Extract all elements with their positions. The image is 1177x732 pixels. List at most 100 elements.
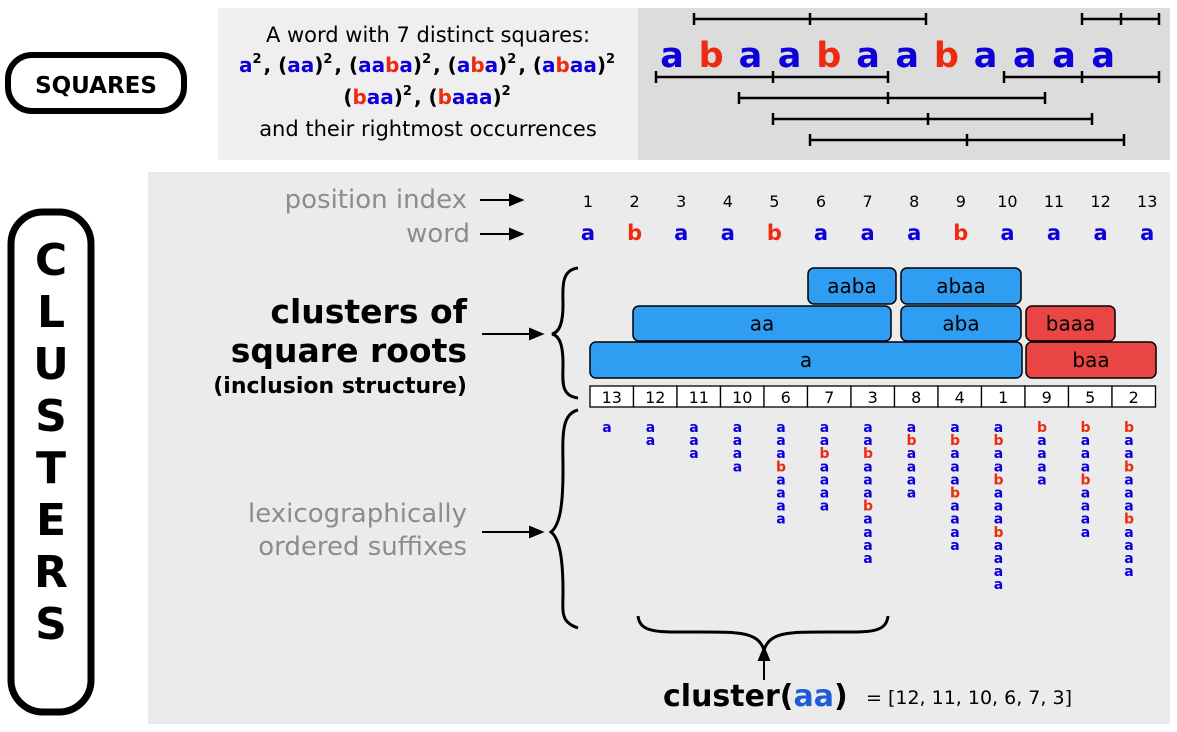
- suffix-label-1: lexicographically: [248, 499, 467, 529]
- svg-text:a: a: [689, 420, 698, 436]
- clusters-letter: U: [33, 339, 69, 390]
- svg-text:a: a: [1037, 472, 1046, 488]
- svg-text:b: b: [819, 446, 829, 462]
- word-letter: a: [1140, 221, 1154, 245]
- cluster-box-baaa: baaa: [1025, 305, 1116, 342]
- svg-text:13: 13: [602, 388, 622, 407]
- svg-text:a: a: [1124, 472, 1133, 488]
- svg-text:b: b: [1080, 472, 1090, 488]
- svg-text:a: a: [863, 538, 872, 554]
- suffix-order-cell: 11: [676, 385, 722, 408]
- suffix-order-cell: 10: [719, 385, 765, 408]
- clusters-letter: R: [34, 547, 68, 598]
- suffix-order-cell: 2: [1111, 385, 1157, 408]
- cluster-box-a: a: [589, 341, 1023, 379]
- svg-text:a: a: [907, 420, 916, 436]
- clusters-badge: [7, 208, 95, 716]
- svg-text:12: 12: [645, 388, 665, 407]
- svg-text:a: a: [863, 472, 872, 488]
- position-number: 13: [1137, 192, 1157, 211]
- svg-text:a: a: [950, 420, 959, 436]
- square-6: (baa)2: [343, 84, 414, 109]
- cluster-box-aba: aba: [900, 305, 1022, 342]
- svg-text:b: b: [950, 433, 960, 449]
- suffix-order-cell: 7: [806, 385, 852, 408]
- suffix-order-cell: 3: [850, 385, 896, 408]
- svg-text:a: a: [994, 512, 1003, 528]
- suffix-order-cell: 13: [589, 385, 635, 408]
- svg-text:a: a: [820, 420, 829, 436]
- cluster-box-label: aba: [942, 312, 979, 336]
- svg-text:a: a: [863, 551, 872, 567]
- cluster-box-label: abaa: [936, 274, 985, 298]
- svg-text:a: a: [950, 446, 959, 462]
- svg-text:a: a: [863, 433, 872, 449]
- svg-text:a: a: [863, 486, 872, 502]
- position-number: 5: [769, 192, 779, 211]
- svg-text:a: a: [1081, 486, 1090, 502]
- square-occurrence-bracket: [808, 134, 1126, 146]
- svg-text:a: a: [950, 538, 959, 554]
- svg-text:a: a: [776, 446, 785, 462]
- svg-text:a: a: [994, 499, 1003, 515]
- position-number: 7: [863, 192, 873, 211]
- clusters-label-2: square roots: [231, 331, 467, 370]
- position-number: 4: [723, 192, 733, 211]
- suffix-order-cell: 9: [1024, 385, 1070, 408]
- svg-text:a: a: [994, 486, 1003, 502]
- svg-text:5: 5: [1085, 388, 1095, 407]
- svg-text:a: a: [1124, 538, 1133, 554]
- clusters-letter: T: [36, 443, 66, 494]
- header-word-letter: a: [1091, 36, 1115, 76]
- square-occurrence-bracket: [737, 92, 1047, 104]
- svg-text:a: a: [1081, 512, 1090, 528]
- header-word-letter: a: [1052, 36, 1076, 76]
- svg-text:a: a: [863, 512, 872, 528]
- svg-text:a: a: [733, 459, 742, 475]
- square-3: (aaba)2: [349, 52, 433, 77]
- word-letter: a: [907, 221, 921, 245]
- svg-text:b: b: [1124, 420, 1134, 436]
- word-letter: b: [953, 221, 968, 245]
- suffix-column: aaa: [689, 420, 698, 462]
- svg-text:a: a: [820, 486, 829, 502]
- cluster-caption-root: aa: [793, 679, 834, 714]
- clusters-letter: C: [35, 235, 67, 286]
- svg-text:b: b: [776, 459, 786, 475]
- suffix-order-cell: 8: [893, 385, 939, 408]
- svg-text:a: a: [1124, 433, 1133, 449]
- svg-text:b: b: [1124, 459, 1134, 475]
- svg-text:a: a: [646, 433, 655, 449]
- svg-text:a: a: [820, 472, 829, 488]
- header-word-letter: a: [739, 36, 763, 76]
- svg-text:a: a: [863, 525, 872, 541]
- clusters-letter: S: [35, 391, 67, 442]
- svg-text:b: b: [1124, 512, 1134, 528]
- position-number: 12: [1090, 192, 1110, 211]
- square-occurrence-bracket: [692, 13, 928, 25]
- svg-text:b: b: [906, 433, 916, 449]
- cluster-box-label: a: [800, 348, 812, 372]
- clusters-letter: S: [35, 599, 67, 650]
- position-index-label: position index: [285, 185, 467, 215]
- svg-text:1: 1: [998, 388, 1008, 407]
- square-occurrence-bracket: [1080, 13, 1161, 25]
- suffix-order-row: 13 12 11 10 6 7 3 8 4 1 9 5 2: [589, 385, 1157, 408]
- svg-text:a: a: [776, 512, 785, 528]
- cluster-aa-arrow: [757, 645, 771, 680]
- svg-text:a: a: [950, 459, 959, 475]
- position-number: 6: [816, 192, 826, 211]
- svg-text:a: a: [994, 577, 1003, 593]
- svg-text:2: 2: [1129, 388, 1139, 407]
- squares-badge: [5, 52, 187, 114]
- suffix-column: a: [602, 420, 611, 436]
- cluster-box-aaba: aaba: [807, 267, 897, 305]
- svg-text:a: a: [1124, 551, 1133, 567]
